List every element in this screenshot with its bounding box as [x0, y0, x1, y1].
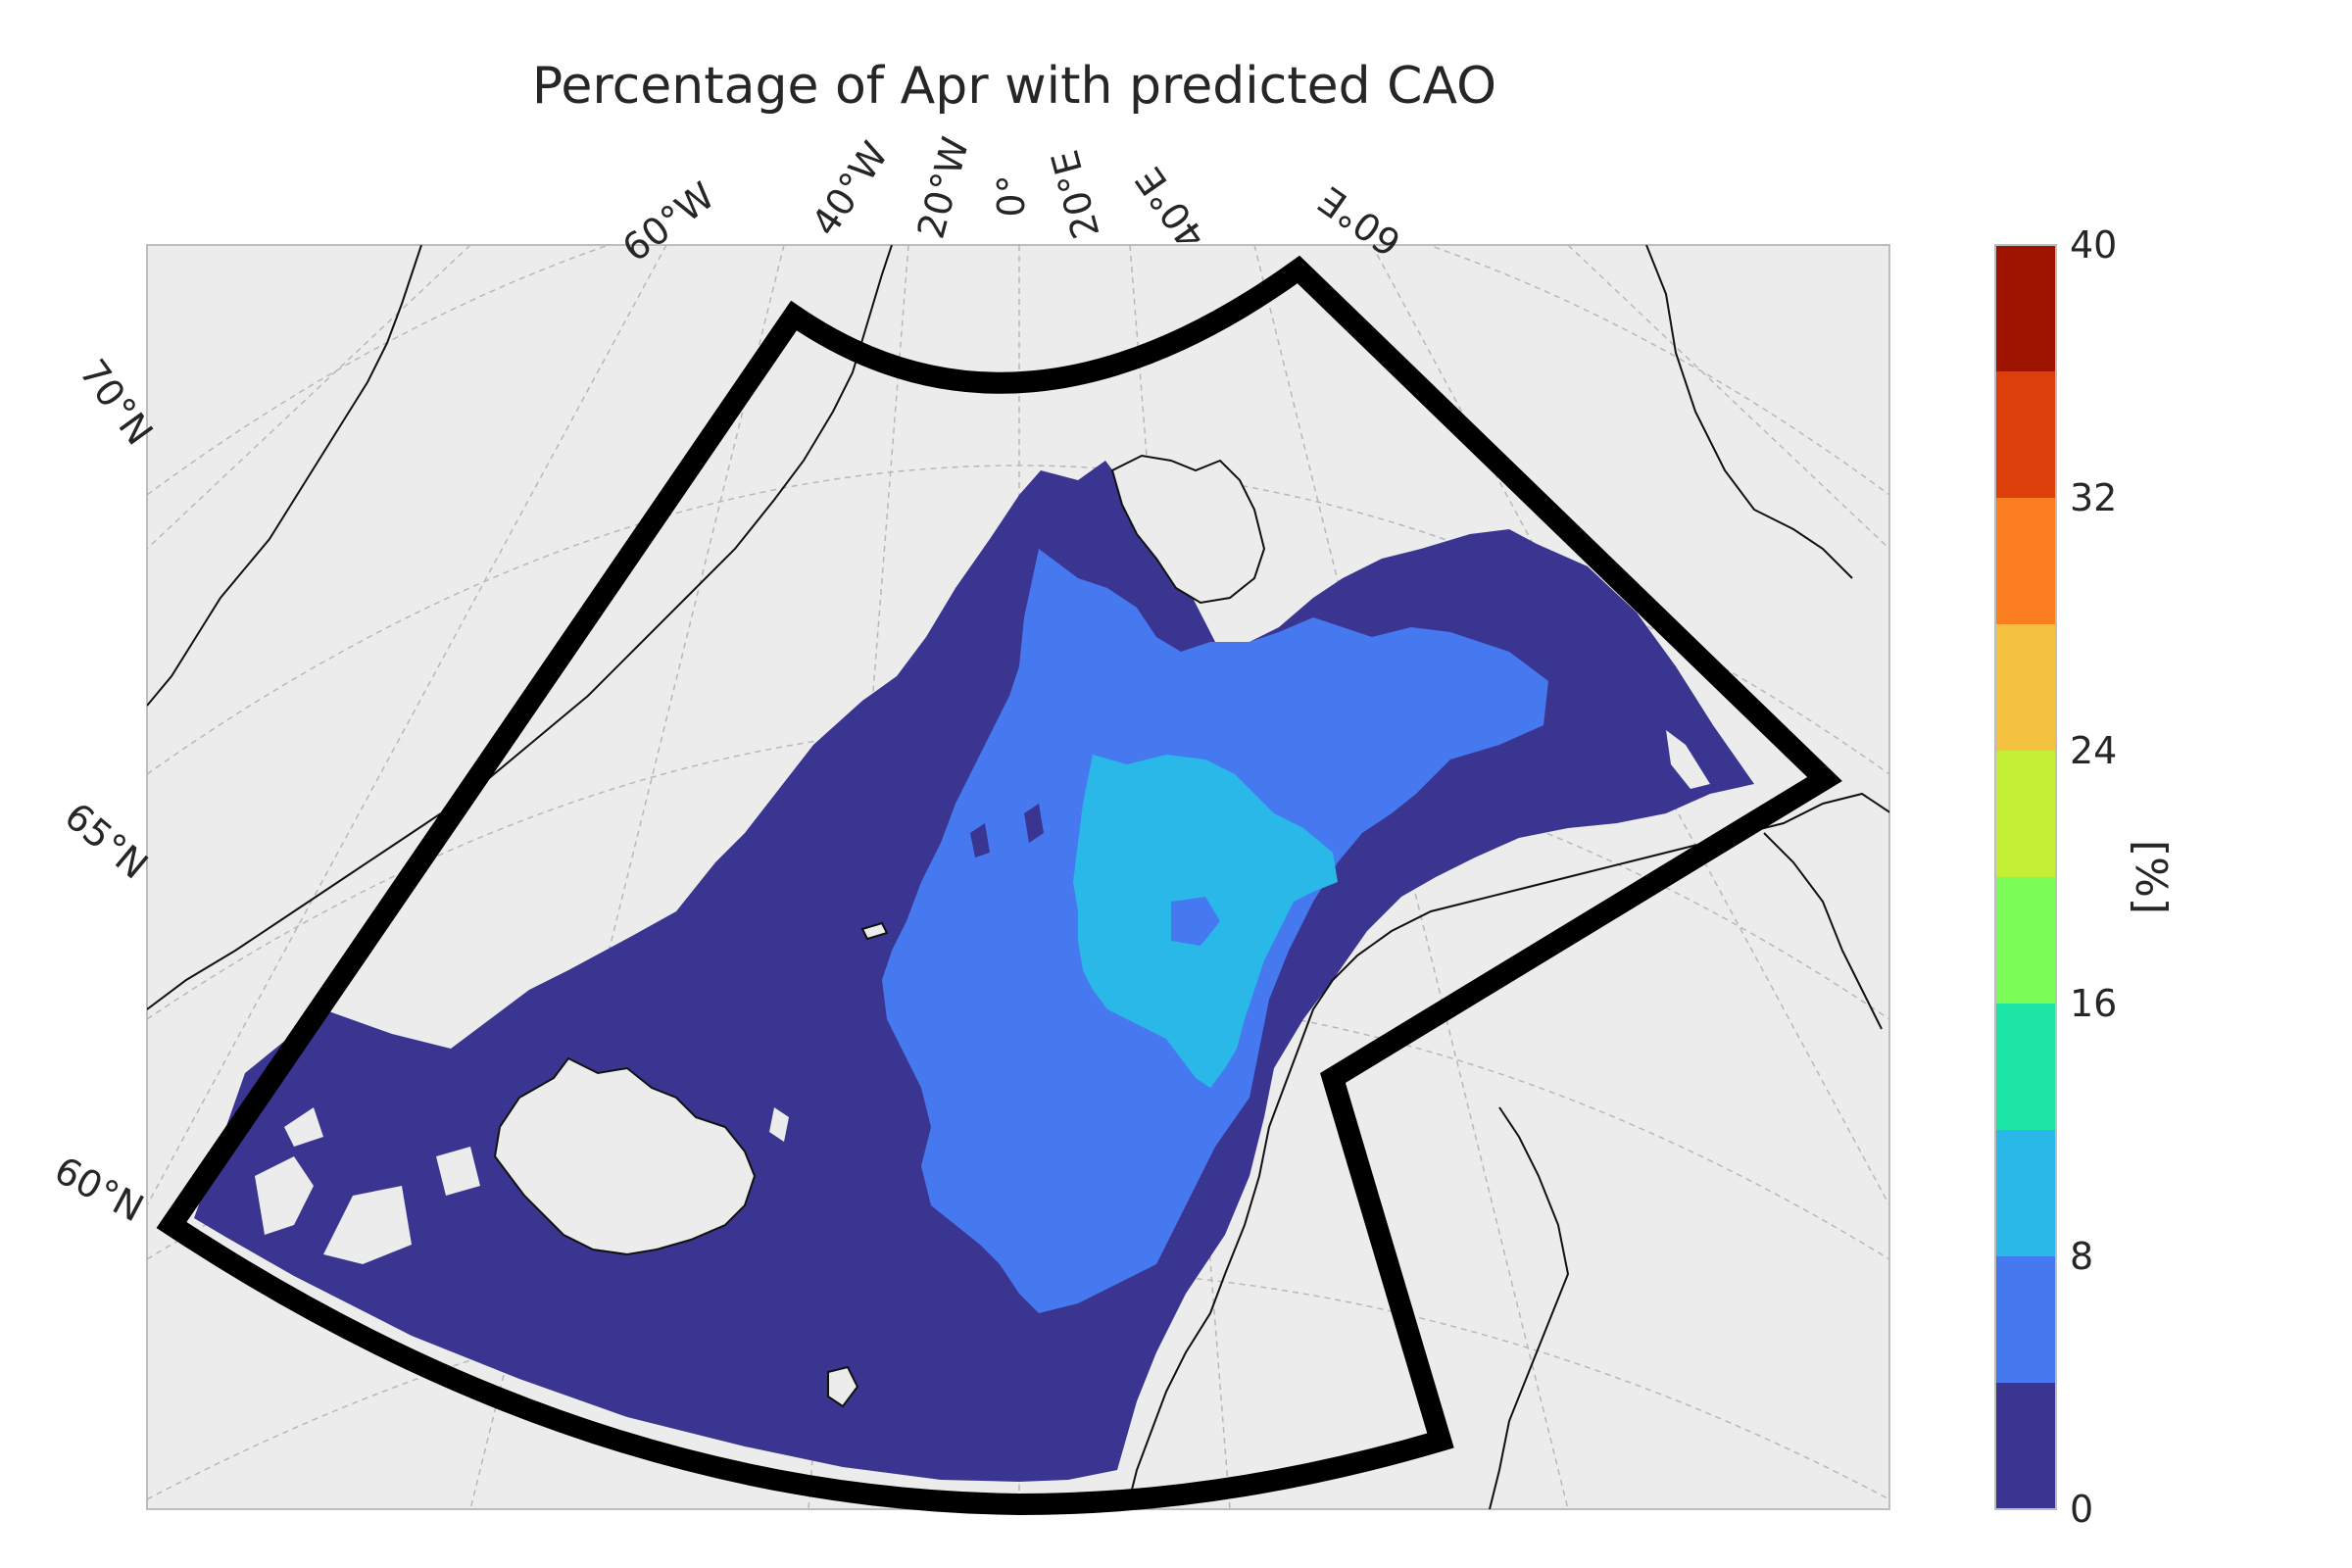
lon-label-40w: 40°W: [804, 134, 897, 244]
colorbar-tick-label: 16: [2070, 982, 2117, 1025]
colorbar-tick-label: 32: [2070, 476, 2117, 519]
baltic-coast: [1489, 1106, 1570, 1509]
jan-mayen: [860, 921, 889, 941]
coastlines: [147, 245, 1889, 1509]
colorbar-segment: [1995, 1004, 2056, 1130]
colorbar-segment: [1995, 624, 2056, 751]
colorbar-segment: [1995, 751, 2056, 877]
colorbar: 0 8 16 24 32 40: [1994, 223, 2117, 1531]
iceland-landmass: [493, 1056, 757, 1256]
chart-title: Percentage of Apr with predicted CAO: [531, 57, 1497, 116]
svalbard-landmass: [1110, 454, 1266, 605]
lon-label-20w: 20°W: [909, 132, 978, 243]
colorbar-segment: [1995, 245, 2056, 371]
colorbar-unit-label: [%]: [2126, 840, 2176, 914]
colorbar-frame: [1994, 244, 2057, 1510]
lon-label-0: 0°: [990, 174, 1033, 217]
colorbar-segment: [1995, 1383, 2056, 1509]
lat-label-65n: 65°N: [57, 794, 157, 887]
latitude-labels: 70°N 65°N 60°N: [47, 352, 161, 1231]
colorbar-segment: [1995, 1256, 2056, 1383]
lon-label-40e: 40°E: [1127, 159, 1213, 257]
kola-coast: [1763, 832, 1883, 1030]
colorbar-tick-label: 8: [2070, 1235, 2093, 1278]
colorbar-segment: [1995, 1130, 2056, 1256]
colorbar-segment: [1995, 498, 2056, 624]
lon-label-20e: 20°E: [1043, 146, 1107, 244]
greenland-coast: [147, 245, 422, 707]
greenland-coast-south: [147, 245, 893, 1010]
colorbar-tick-label: 24: [2070, 729, 2117, 772]
cao-nodata-patches: [255, 730, 1710, 1264]
colorbar-segment: [1995, 877, 2056, 1004]
analysis-region-outline: [156, 255, 1842, 1516]
cao-inner-patch: [1171, 897, 1220, 946]
colorbar-tick-label: 0: [2070, 1488, 2093, 1531]
colorbar-tick-label: 40: [2070, 223, 2117, 267]
cao-inner-islands: [970, 804, 1044, 858]
colorbar-segment: [1995, 371, 2056, 498]
novaya-zemlya-coast: [1645, 245, 1853, 579]
lat-label-60n: 60°N: [47, 1149, 150, 1231]
faroe-islands: [827, 1365, 859, 1408]
